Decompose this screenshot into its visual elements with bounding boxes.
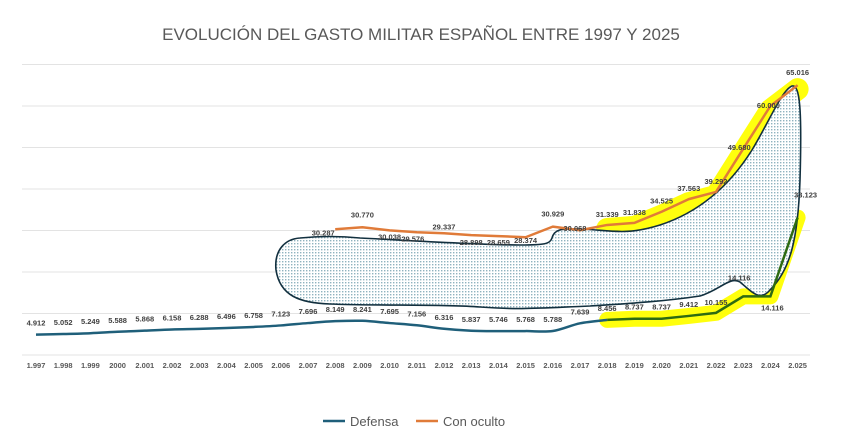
x-tick-label: 2.012: [435, 361, 454, 370]
data-label-con-oculto: 65.016: [786, 68, 809, 77]
data-label-defensa: 6.758: [244, 311, 263, 320]
data-label-con-oculto: 29.576: [401, 234, 424, 243]
x-tick-label: 2.013: [462, 361, 481, 370]
x-tick-label: 1.997: [27, 361, 46, 370]
x-tick-label: 1.999: [81, 361, 100, 370]
data-label-con-oculto: 28.659: [487, 238, 510, 247]
x-tick-label: 2.023: [734, 361, 753, 370]
data-label-con-oculto: 34.525: [650, 197, 673, 206]
data-label-defensa: 8.456: [598, 304, 617, 313]
data-label-defensa: 14.116: [761, 303, 784, 312]
x-tick-label: 2.007: [299, 361, 318, 370]
x-tick-label: 2.017: [571, 361, 590, 370]
dotted-shape: [275, 85, 802, 310]
data-label-defensa: 5.052: [54, 318, 73, 327]
data-label-con-oculto: 49.680: [728, 143, 751, 152]
data-label-defensa: 8.241: [353, 305, 372, 314]
x-axis-ticks: 1.997 1.998 1.999 2000 2.001 2.002 2.003 2.004 2…: [27, 361, 807, 370]
x-tick-label: 2.009: [353, 361, 372, 370]
line-defensa-highlighted: [607, 217, 799, 322]
data-label-defensa: 6.158: [163, 313, 182, 322]
x-tick-label: 2.019: [625, 361, 644, 370]
line-con-oculto: [335, 84, 799, 239]
data-label-con-oculto: 30.068: [564, 224, 587, 233]
x-tick-label: 2.020: [652, 361, 671, 370]
data-label-con-oculto: 31.339: [596, 210, 619, 219]
data-label-defensa: 5.788: [543, 315, 562, 324]
highlight-con-oculto: [596, 78, 809, 240]
series-lines: [35, 84, 799, 336]
data-label-defensa: 6.288: [190, 313, 209, 322]
data-label-defensa: 5.588: [108, 316, 127, 325]
x-tick-label: 2.014: [489, 361, 509, 370]
x-tick-label: 2.006: [271, 361, 290, 370]
data-label-defensa: 10.155: [705, 298, 728, 307]
data-label-defensa: 7.156: [407, 309, 426, 318]
data-label-con-oculto: 30.929: [541, 210, 564, 219]
data-label-con-oculto: 28.898: [460, 238, 483, 247]
data-label-defensa: 9.412: [679, 300, 698, 309]
x-tick-label: 2.005: [244, 361, 263, 370]
data-label-defensa: 5.249: [81, 317, 100, 326]
x-tick-label: 2.011: [408, 361, 426, 370]
legend-label-con-oculto: Con oculto: [443, 414, 505, 429]
data-label-con-oculto: 30.287: [312, 228, 335, 237]
x-tick-label: 2.004: [217, 361, 237, 370]
x-tick-label: 2.021: [679, 361, 698, 370]
x-tick-label: 2.008: [326, 361, 345, 370]
data-label-defensa: 4.912: [27, 319, 46, 328]
x-tick-label: 2.015: [516, 361, 535, 370]
x-tick-label: 2.003: [190, 361, 209, 370]
x-tick-label: 2000: [109, 361, 126, 370]
data-label-defensa: 8.149: [326, 305, 345, 314]
x-tick-label: 2.025: [788, 361, 807, 370]
data-label-con-oculto: 60.000: [757, 101, 780, 110]
data-label-con-oculto: 29.337: [433, 222, 456, 231]
data-label-con-oculto: 30.038: [378, 232, 401, 241]
data-label-con-oculto: 39.292: [705, 177, 728, 186]
data-label-defensa: 6.316: [435, 313, 454, 322]
chart-title: EVOLUCIÓN DEL GASTO MILITAR ESPAÑOL ENTR…: [162, 25, 680, 44]
data-label-con-oculto: 28.374: [514, 236, 538, 245]
data-label-defensa: 5.868: [135, 315, 154, 324]
x-tick-label: 2.016: [543, 361, 562, 370]
legend-label-defensa: Defensa: [350, 414, 399, 429]
data-label-con-oculto: 31.838: [623, 208, 646, 217]
line-defensa: [35, 318, 608, 336]
data-label-defensa: 33.123: [794, 191, 817, 200]
data-label-con-oculto: 37.563: [677, 184, 700, 193]
data-label-defensa: 7.696: [299, 307, 318, 316]
data-label-defensa: 8.737: [625, 303, 644, 312]
x-tick-label: 1.998: [54, 361, 73, 370]
x-tick-label: 2.010: [380, 361, 399, 370]
data-label-defensa: 7.639: [571, 307, 590, 316]
data-label-defensa: 5.746: [489, 315, 508, 324]
data-label-defensa: 8.737: [652, 303, 671, 312]
x-tick-label: 2.002: [163, 361, 182, 370]
x-tick-label: 2.024: [761, 361, 781, 370]
data-label-defensa: 5.768: [516, 315, 535, 324]
dotted-annotation-shape: [275, 85, 802, 310]
x-tick-label: 2.022: [707, 361, 726, 370]
data-label-defensa: 7.123: [271, 309, 290, 318]
data-label-con-oculto: 30.770: [351, 210, 374, 219]
data-label-defensa: 7.695: [380, 307, 399, 316]
data-label-defensa: 6.496: [217, 312, 236, 321]
data-label-defensa: 14.116: [728, 273, 751, 282]
legend: Defensa Con oculto: [323, 414, 505, 429]
data-label-defensa: 5.837: [462, 315, 481, 324]
x-tick-label: 2.001: [135, 361, 154, 370]
data-labels: 4.912 5.052 5.249 5.588 5.868 6.158 6.288 6.496…: [27, 68, 817, 327]
x-tick-label: 2.018: [598, 361, 617, 370]
